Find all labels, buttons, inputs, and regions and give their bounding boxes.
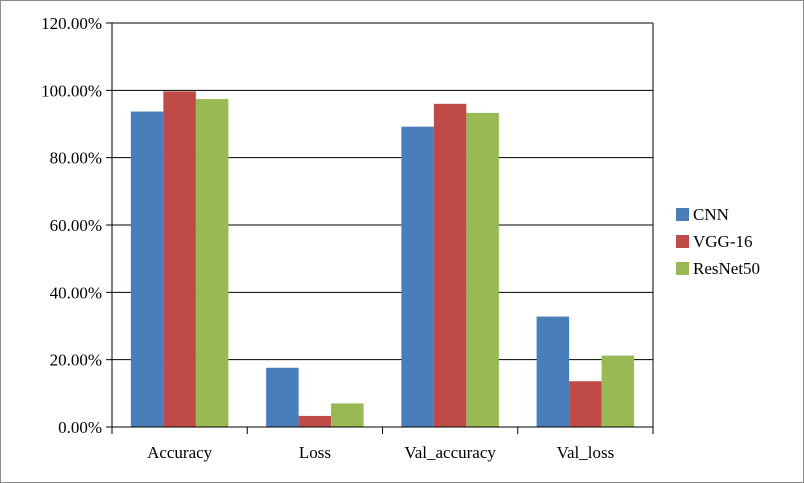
x-tick-label: Loss bbox=[299, 443, 331, 462]
bar-vgg-16 bbox=[298, 415, 332, 427]
y-tick-labels: 0.00% 20.00% 40.00% 60.00% 80.00% 100.00% 120.… bbox=[41, 14, 102, 437]
bar-resnet50 bbox=[601, 355, 635, 427]
legend-label: ResNet50 bbox=[693, 259, 760, 278]
bar-cnn bbox=[266, 367, 299, 427]
axes bbox=[106, 22, 654, 434]
bar-resnet50 bbox=[466, 112, 499, 427]
x-tick-label: Val_accuracy bbox=[404, 443, 496, 462]
y-tick-label: 60.00% bbox=[50, 216, 102, 235]
bar-cnn bbox=[401, 126, 434, 428]
y-tick-label: 80.00% bbox=[50, 149, 102, 168]
y-tick-label: 0.00% bbox=[58, 418, 102, 437]
bars bbox=[130, 91, 635, 428]
bar-vgg-16 bbox=[433, 103, 467, 428]
x-tick-label: Accuracy bbox=[147, 443, 213, 462]
bar-resnet50 bbox=[195, 99, 229, 427]
legend-swatch bbox=[676, 262, 689, 275]
legend: CNN VGG-16 ResNet50 bbox=[676, 205, 760, 278]
bar-vgg-16 bbox=[569, 381, 602, 427]
y-tick-label: 120.00% bbox=[41, 14, 102, 33]
x-tick-labels: Accuracy Loss Val_accuracy Val_loss bbox=[147, 443, 614, 462]
y-tick-label: 40.00% bbox=[50, 283, 102, 302]
x-tick-label: Val_loss bbox=[557, 443, 615, 462]
bar-resnet50 bbox=[331, 403, 364, 427]
y-tick-label: 100.00% bbox=[41, 81, 102, 100]
y-tick-label: 20.00% bbox=[50, 351, 102, 370]
bar-vgg-16 bbox=[163, 91, 196, 428]
bar-cnn bbox=[536, 316, 570, 427]
legend-swatch bbox=[676, 208, 689, 221]
legend-swatch bbox=[676, 235, 689, 248]
legend-label: CNN bbox=[693, 205, 729, 224]
bar-cnn bbox=[130, 111, 164, 427]
legend-label: VGG-16 bbox=[693, 232, 753, 251]
